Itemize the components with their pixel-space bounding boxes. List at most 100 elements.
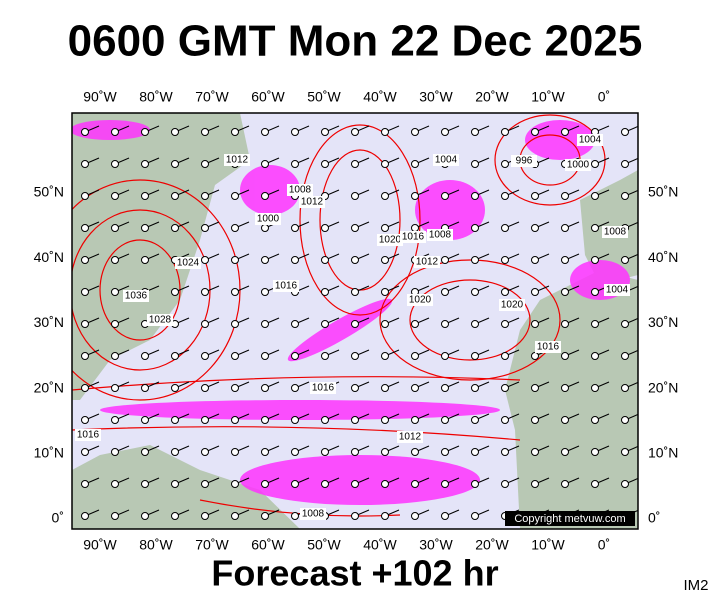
longitude-label-bottom: 40˚W bbox=[363, 537, 397, 553]
station bbox=[381, 512, 389, 520]
station bbox=[441, 384, 449, 392]
station bbox=[321, 160, 329, 168]
station bbox=[381, 160, 389, 168]
station bbox=[441, 288, 449, 296]
latitude-label-right: 20˚N bbox=[648, 379, 678, 395]
station bbox=[231, 320, 239, 328]
station bbox=[141, 256, 149, 264]
station bbox=[171, 416, 179, 424]
station bbox=[141, 512, 149, 520]
station bbox=[531, 256, 539, 264]
station bbox=[411, 512, 419, 520]
station bbox=[441, 416, 449, 424]
station bbox=[471, 192, 479, 200]
latitude-label-right: 10˚N bbox=[648, 445, 678, 461]
station bbox=[141, 352, 149, 360]
station bbox=[201, 448, 209, 456]
station bbox=[261, 288, 269, 296]
isobar-label-box bbox=[535, 341, 561, 353]
station bbox=[141, 160, 149, 168]
station bbox=[531, 448, 539, 456]
station bbox=[471, 352, 479, 360]
station bbox=[471, 256, 479, 264]
station bbox=[321, 480, 329, 488]
station bbox=[621, 256, 629, 264]
longitude-label-bottom: 30˚W bbox=[419, 537, 453, 553]
station bbox=[621, 128, 629, 136]
isobar-label: 1004 bbox=[606, 285, 629, 296]
isobar-label-box bbox=[433, 154, 459, 166]
isobar-label: 1012 bbox=[399, 432, 422, 443]
station bbox=[81, 128, 89, 136]
latitude-label-left: 30˚N bbox=[34, 314, 64, 330]
station bbox=[561, 128, 569, 136]
station bbox=[591, 416, 599, 424]
station bbox=[531, 384, 539, 392]
station bbox=[501, 192, 509, 200]
station bbox=[501, 480, 509, 488]
station bbox=[231, 352, 239, 360]
station bbox=[621, 320, 629, 328]
longitude-label-top: 30˚W bbox=[419, 89, 453, 105]
station bbox=[561, 256, 569, 264]
station bbox=[411, 192, 419, 200]
station bbox=[411, 384, 419, 392]
footer: Forecast +102 hr bbox=[211, 553, 498, 594]
isobar-label-box bbox=[255, 213, 281, 225]
station bbox=[381, 416, 389, 424]
station bbox=[231, 480, 239, 488]
station bbox=[411, 128, 419, 136]
station bbox=[501, 384, 509, 392]
station bbox=[591, 480, 599, 488]
station bbox=[81, 192, 89, 200]
isobar-label-box bbox=[224, 154, 250, 166]
isobar-label-box bbox=[602, 226, 628, 238]
station bbox=[591, 256, 599, 264]
station bbox=[381, 192, 389, 200]
longitude-label-top: 20˚W bbox=[475, 89, 509, 105]
longitude-label-bottom: 10˚W bbox=[531, 537, 565, 553]
station bbox=[231, 256, 239, 264]
station bbox=[351, 416, 359, 424]
station bbox=[441, 320, 449, 328]
isobar-label-box bbox=[407, 294, 433, 306]
longitude-label-top: 40˚W bbox=[363, 89, 397, 105]
station bbox=[261, 448, 269, 456]
station bbox=[441, 352, 449, 360]
station bbox=[171, 448, 179, 456]
isobar-label-box bbox=[414, 256, 440, 268]
isobar-label: 1016 bbox=[537, 342, 560, 353]
station bbox=[171, 128, 179, 136]
station bbox=[351, 160, 359, 168]
station bbox=[261, 384, 269, 392]
station bbox=[561, 192, 569, 200]
station bbox=[201, 416, 209, 424]
station bbox=[381, 352, 389, 360]
latitude-label-left: 40˚N bbox=[34, 249, 64, 265]
copyright: Copyright metvuw.com bbox=[514, 513, 625, 525]
station bbox=[441, 512, 449, 520]
station bbox=[381, 320, 389, 328]
isobar-label: 1004 bbox=[579, 135, 602, 146]
longitude-label-bottom: 90˚W bbox=[83, 537, 117, 553]
station bbox=[111, 288, 119, 296]
station bbox=[201, 256, 209, 264]
station bbox=[471, 288, 479, 296]
station bbox=[321, 256, 329, 264]
isobar-label: 1008 bbox=[302, 509, 325, 520]
station bbox=[261, 128, 269, 136]
station bbox=[441, 192, 449, 200]
station bbox=[471, 160, 479, 168]
longitude-label-top: 60˚W bbox=[251, 89, 285, 105]
station bbox=[411, 480, 419, 488]
station bbox=[561, 480, 569, 488]
isobar-label-box bbox=[299, 196, 325, 208]
station bbox=[621, 192, 629, 200]
station bbox=[561, 288, 569, 296]
latitude-label-left: 10˚N bbox=[34, 445, 64, 461]
station bbox=[591, 352, 599, 360]
isobar-label: 1020 bbox=[501, 300, 524, 311]
